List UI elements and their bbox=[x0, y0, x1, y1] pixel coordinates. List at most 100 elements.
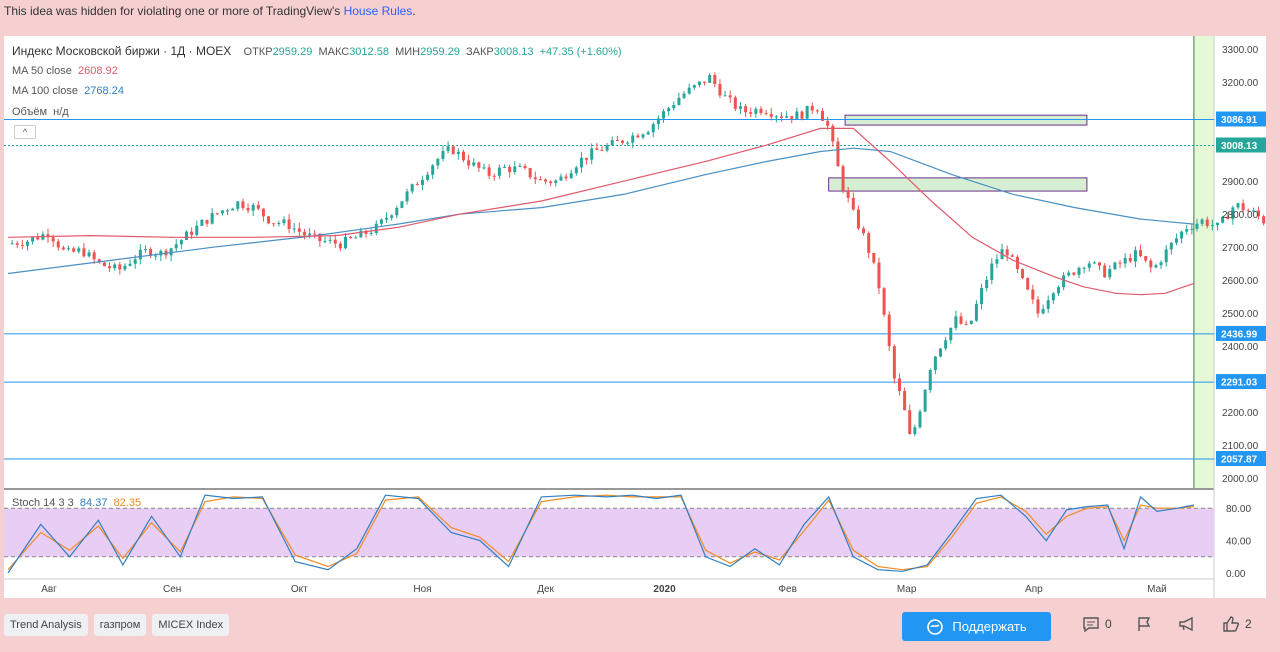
candle-down bbox=[1026, 278, 1030, 290]
candle-up bbox=[123, 265, 127, 270]
stoch-d-value: 82.35 bbox=[113, 497, 142, 509]
candle-up bbox=[472, 162, 476, 166]
candle-up bbox=[385, 217, 389, 220]
candle-up bbox=[1174, 238, 1178, 243]
candle-up bbox=[1169, 242, 1173, 250]
ma100-line bbox=[7, 147, 1194, 275]
ma50-line bbox=[7, 127, 1195, 296]
legend-ma50[interactable]: MA 50 close 2608.92 bbox=[12, 65, 118, 77]
candle-up bbox=[1108, 269, 1112, 278]
candle-up bbox=[795, 111, 799, 119]
low-value: 2959.29 bbox=[420, 46, 460, 58]
candle-up bbox=[1113, 262, 1117, 270]
candle-down bbox=[769, 113, 773, 117]
candle-up bbox=[231, 208, 235, 211]
candle-down bbox=[903, 391, 907, 411]
tag-trend-analysis[interactable]: Trend Analysis bbox=[4, 614, 88, 636]
legend-volume[interactable]: Объём н/д bbox=[12, 106, 69, 118]
candle-up bbox=[682, 93, 686, 98]
candle-up bbox=[928, 370, 932, 390]
candle-down bbox=[882, 288, 886, 315]
candle-up bbox=[574, 167, 578, 174]
candle-up bbox=[236, 201, 240, 209]
candle-down bbox=[508, 166, 512, 173]
stoch-tick: 80.00 bbox=[1226, 504, 1251, 515]
thumbs-up-icon bbox=[1223, 616, 1240, 632]
candle-down bbox=[215, 213, 219, 215]
comments-button[interactable]: 0 bbox=[1082, 616, 1112, 632]
zone-0 bbox=[844, 114, 1088, 126]
legend-ma100[interactable]: MA 100 close 2768.24 bbox=[12, 85, 124, 97]
like-button[interactable]: 2 bbox=[1222, 616, 1252, 632]
candle-up bbox=[990, 263, 994, 280]
candle-down bbox=[877, 262, 881, 289]
candle-down bbox=[272, 223, 276, 225]
legend-stoch[interactable]: Stoch 14 3 3 84.37 82.35 bbox=[12, 497, 141, 509]
candle-down bbox=[61, 247, 65, 250]
support-button[interactable]: Поддержать bbox=[902, 612, 1051, 641]
candle-down bbox=[256, 204, 260, 209]
candle-down bbox=[718, 83, 722, 96]
flag-button[interactable] bbox=[1136, 616, 1152, 632]
volume-value: н/д bbox=[53, 106, 69, 118]
candle-down bbox=[615, 140, 619, 142]
candle-down bbox=[1103, 265, 1107, 278]
candle-down bbox=[1036, 299, 1040, 314]
candle-down bbox=[241, 201, 245, 209]
candle-down bbox=[887, 314, 891, 347]
candle-up bbox=[559, 176, 563, 181]
candle-down bbox=[1149, 260, 1153, 268]
house-rules-link[interactable]: House Rules bbox=[343, 4, 413, 18]
share-button[interactable] bbox=[1178, 616, 1196, 632]
candle-up bbox=[805, 105, 809, 119]
candle-down bbox=[1021, 269, 1025, 279]
chart-panel[interactable]: 3300.003200.003100.003000.002900.002800.… bbox=[4, 36, 1266, 598]
candle-up bbox=[754, 108, 758, 114]
ma50-label: MA 50 close bbox=[12, 65, 72, 77]
candle-up bbox=[200, 219, 204, 226]
candle-down bbox=[56, 241, 60, 248]
candle-up bbox=[277, 223, 281, 225]
candle-down bbox=[867, 233, 871, 253]
candle-up bbox=[687, 87, 691, 94]
close-label: ЗАКР bbox=[465, 46, 494, 58]
candle-up bbox=[646, 132, 650, 135]
idea-tags: Trend Analysis газпром MICEX Index bbox=[4, 614, 230, 636]
candle-up bbox=[677, 97, 681, 106]
price-chart[interactable]: 3300.003200.003100.003000.002900.002800.… bbox=[4, 36, 1266, 598]
price-label-bg bbox=[1216, 137, 1266, 153]
candle-down bbox=[790, 116, 794, 119]
candle-up bbox=[1133, 250, 1137, 262]
candle-up bbox=[67, 248, 71, 250]
candle-up bbox=[774, 116, 778, 118]
candle-down bbox=[118, 264, 122, 270]
candle-up bbox=[195, 225, 199, 235]
candle-up bbox=[369, 232, 373, 234]
tag-micex-index[interactable]: MICEX Index bbox=[152, 614, 230, 636]
candle-down bbox=[892, 346, 896, 379]
candle-up bbox=[344, 236, 348, 249]
collapse-legend-button[interactable]: ^ bbox=[14, 125, 36, 139]
high-value: 3012.58 bbox=[349, 46, 389, 58]
candle-up bbox=[518, 165, 522, 167]
candle-up bbox=[154, 255, 158, 257]
candle-down bbox=[451, 146, 455, 154]
candle-up bbox=[708, 75, 712, 83]
candle-down bbox=[1015, 256, 1019, 270]
candle-down bbox=[1118, 262, 1122, 264]
candle-down bbox=[836, 141, 840, 167]
candle-down bbox=[82, 248, 86, 257]
symbol-title[interactable]: Индекс Московской биржи · 1Д · MOEX bbox=[12, 44, 232, 58]
candle-up bbox=[672, 105, 676, 109]
candle-up bbox=[1041, 308, 1045, 314]
stoch-label: Stoch 14 3 3 bbox=[12, 497, 74, 509]
candle-up bbox=[1210, 225, 1214, 227]
candle-up bbox=[159, 250, 163, 256]
legend-main: Индекс Московской биржи · 1Д · MOEX ОТКР… bbox=[12, 44, 622, 58]
price-label-bg bbox=[1216, 451, 1266, 467]
tag-gazprom[interactable]: газпром bbox=[93, 614, 147, 636]
candle-up bbox=[10, 243, 14, 245]
candle-up bbox=[656, 118, 660, 125]
candle-up bbox=[985, 279, 989, 289]
candle-down bbox=[333, 239, 337, 244]
